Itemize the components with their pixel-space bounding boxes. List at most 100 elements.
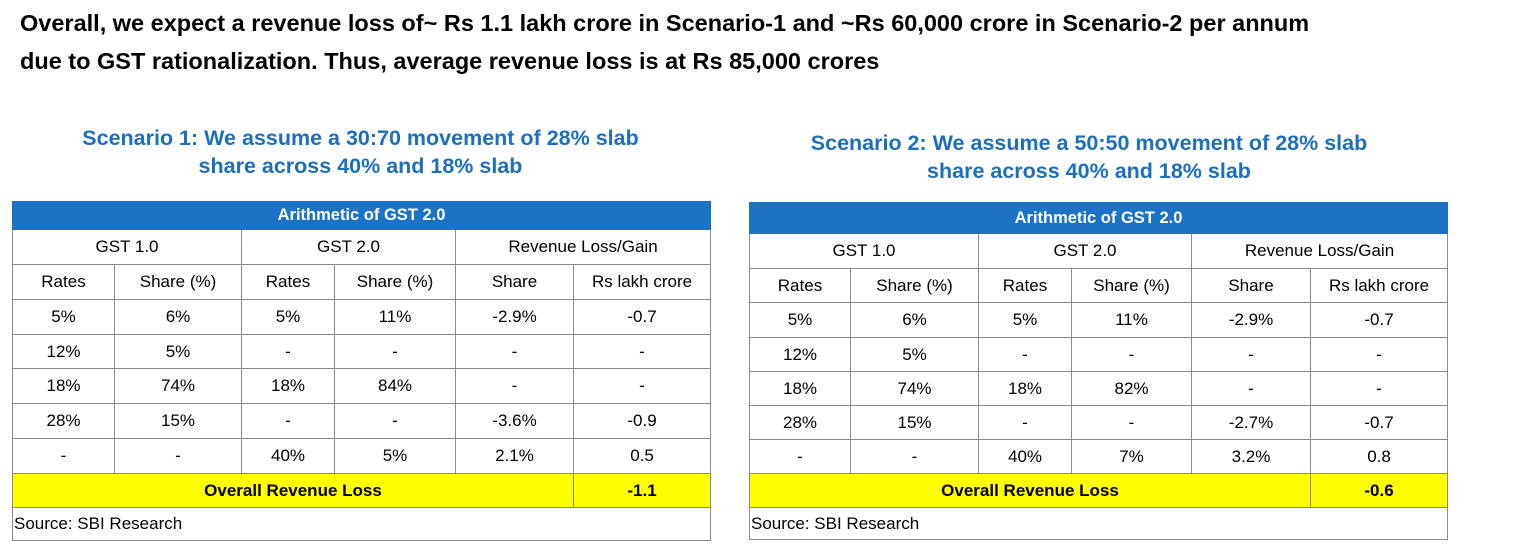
table-cell: - (334, 403, 456, 439)
table-cell: - (1309, 337, 1449, 372)
table-cell: 5% (749, 302, 851, 338)
table-cell: - (850, 439, 979, 474)
column-header-row: Rates Share (%) Rates Share (%) Share Rs… (749, 268, 1449, 303)
scenario-2-title-line-2: share across 40% and 18% slab (927, 159, 1251, 183)
scenario-2-title-line-1: Scenario 2: We assume a 50:50 movement o… (810, 131, 1368, 155)
table-banner: Arithmetic of GST 2.0 (11, 201, 712, 230)
table-cell: - (1071, 405, 1192, 440)
table-cell: 74% (114, 368, 242, 404)
column-header: Share (455, 264, 574, 300)
headline: Overall, we expect a revenue loss of~ Rs… (20, 4, 1520, 80)
total-row: Overall Revenue Loss -1.1 (12, 473, 712, 508)
table-cell: 7% (1071, 439, 1192, 474)
table-cell: 5% (12, 299, 115, 335)
table-cell: - (978, 337, 1072, 372)
table-row: 5% 6% 5% 11% -2.9% -0.7 (749, 302, 1449, 338)
source-note: Source: SBI Research (748, 507, 1449, 540)
table-cell: - (572, 368, 712, 404)
column-header: Share (%) (1071, 268, 1192, 303)
table-cell: - (572, 334, 712, 369)
column-header: Rs lakh crore (572, 264, 712, 300)
scenario-2-table: Arithmetic of GST 2.0 GST 1.0 GST 2.0 Re… (748, 202, 1449, 540)
table-row: - - 40% 7% 3.2% 0.8 (749, 439, 1449, 474)
table-cell: -2.7% (1191, 405, 1311, 440)
table-cell: -0.7 (1309, 302, 1449, 338)
group-header-row: GST 1.0 GST 2.0 Revenue Loss/Gain (12, 229, 712, 265)
headline-line-1: Overall, we expect a revenue loss of~ Rs… (20, 10, 1310, 36)
table-row: - - 40% 5% 2.1% 0.5 (12, 438, 712, 474)
table-cell: - (241, 403, 335, 439)
total-row: Overall Revenue Loss -0.6 (749, 473, 1449, 508)
group-revenue: Revenue Loss/Gain (454, 229, 712, 265)
table-cell: - (749, 439, 851, 474)
table-cell: 2.1% (455, 438, 574, 474)
table-cell: 0.5 (572, 438, 712, 474)
group-gst1: GST 1.0 (749, 233, 979, 269)
table-cell: 15% (114, 403, 242, 439)
table-banner-row: Arithmetic of GST 2.0 (748, 202, 1449, 234)
table-cell: 5% (114, 334, 242, 369)
column-header-row: Rates Share (%) Rates Share (%) Share Rs… (12, 264, 712, 300)
table-cell: - (114, 438, 242, 474)
table-cell: 6% (114, 299, 242, 335)
table-row: 12% 5% - - - - (12, 334, 712, 369)
table-cell: 28% (12, 403, 115, 439)
table-cell: 12% (12, 334, 115, 369)
scenario-1-title: Scenario 1: We assume a 30:70 movement o… (12, 124, 709, 180)
table-cell: 5% (241, 299, 335, 335)
column-header: Rs lakh crore (1309, 268, 1449, 303)
table-cell: - (1191, 371, 1311, 406)
column-header: Rates (749, 268, 851, 303)
scenario-1-title-line-2: share across 40% and 18% slab (198, 154, 523, 178)
total-value: -0.6 (1309, 473, 1449, 508)
scenario-1-table: Arithmetic of GST 2.0 GST 1.0 GST 2.0 Re… (11, 201, 712, 541)
table-cell: 18% (12, 368, 115, 404)
table-cell: 84% (334, 368, 456, 404)
table-cell: -3.6% (455, 403, 574, 439)
table-cell: 40% (978, 439, 1072, 474)
table-row: 18% 74% 18% 84% - - (12, 368, 712, 404)
scenario-1-table-panel: Arithmetic of GST 2.0 GST 1.0 GST 2.0 Re… (11, 201, 712, 541)
table-cell: - (978, 405, 1072, 440)
table-cell: 18% (978, 371, 1072, 406)
table-cell: - (1309, 371, 1449, 406)
table-cell: 74% (850, 371, 979, 406)
column-header: Share (%) (114, 264, 242, 300)
scenario-2-table-panel: Arithmetic of GST 2.0 GST 1.0 GST 2.0 Re… (748, 202, 1449, 540)
table-cell: 5% (978, 302, 1072, 338)
table-cell: 6% (850, 302, 979, 338)
scenario-2-title: Scenario 2: We assume a 50:50 movement o… (749, 129, 1429, 185)
headline-line-2: due to GST rationalization. Thus, averag… (20, 48, 880, 74)
table-cell: -0.9 (572, 403, 712, 439)
total-value: -1.1 (572, 473, 712, 508)
table-cell: - (455, 368, 574, 404)
table-cell: 12% (749, 337, 851, 372)
group-gst2: GST 2.0 (241, 229, 456, 265)
group-revenue: Revenue Loss/Gain (1190, 233, 1449, 269)
table-cell: 11% (334, 299, 456, 335)
table-cell: 0.8 (1309, 439, 1449, 474)
table-banner-row: Arithmetic of GST 2.0 (11, 201, 712, 230)
table-cell: -2.9% (1191, 302, 1311, 338)
column-header: Share (1191, 268, 1311, 303)
table-row: 28% 15% - - -3.6% -0.9 (12, 403, 712, 439)
table-cell: -0.7 (572, 299, 712, 335)
table-cell: - (1191, 337, 1311, 372)
table-cell: - (241, 334, 335, 369)
table-cell: 28% (749, 405, 851, 440)
column-header: Share (%) (850, 268, 979, 303)
table-cell: 5% (334, 438, 456, 474)
group-header-row: GST 1.0 GST 2.0 Revenue Loss/Gain (749, 233, 1449, 269)
column-header: Rates (12, 264, 115, 300)
table-row: 18% 74% 18% 82% - - (749, 371, 1449, 406)
table-cell: 11% (1071, 302, 1192, 338)
table-row: 12% 5% - - - - (749, 337, 1449, 372)
table-cell: - (1071, 337, 1192, 372)
total-label: Overall Revenue Loss (12, 473, 574, 508)
total-label: Overall Revenue Loss (749, 473, 1311, 508)
group-gst1: GST 1.0 (12, 229, 242, 265)
group-gst2: GST 2.0 (978, 233, 1192, 269)
table-cell: 18% (749, 371, 851, 406)
table-cell: 18% (241, 368, 335, 404)
column-header: Rates (241, 264, 335, 300)
